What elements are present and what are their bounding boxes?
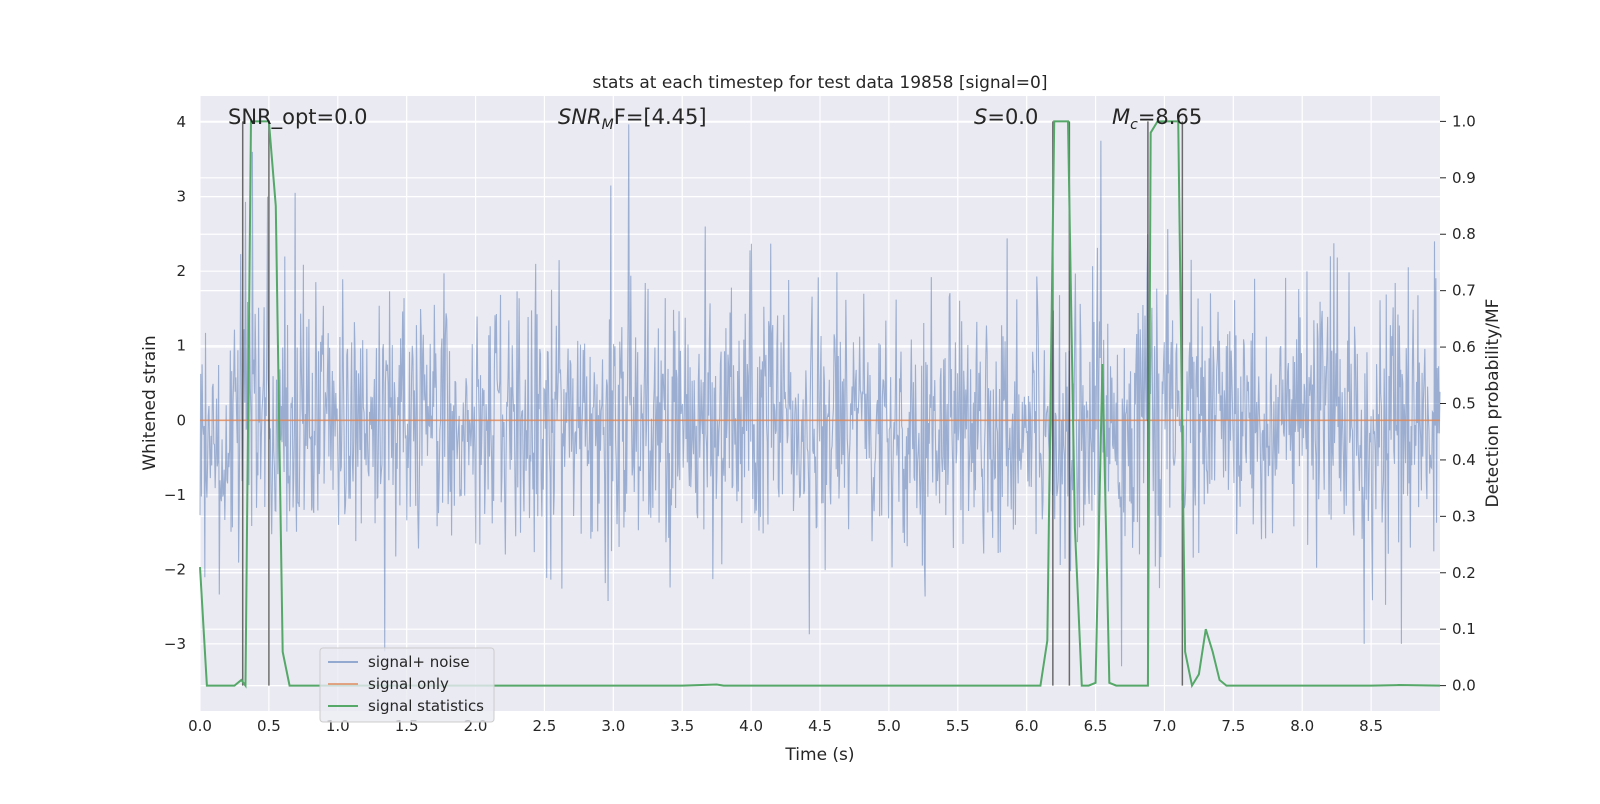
x-tick-label: 6.0 bbox=[1015, 717, 1039, 735]
snr-mf-sub: M bbox=[602, 117, 614, 133]
x-tick-label: 7.5 bbox=[1221, 717, 1245, 735]
x-tick-label: 3.0 bbox=[601, 717, 625, 735]
snr-mf-prefix: SNR bbox=[558, 105, 602, 129]
x-tick-label: 8.5 bbox=[1359, 717, 1383, 735]
y-left-axis-label: Whitened strain bbox=[140, 335, 160, 470]
s-value: =0.0 bbox=[987, 105, 1038, 129]
y-right-axis-label: Detection probability/MF bbox=[1483, 299, 1503, 508]
y-left-axis-ticks: 4 3 2 1 0 −1 −2 −3 bbox=[164, 113, 186, 653]
y-right-tick-label: 0.5 bbox=[1452, 395, 1476, 413]
x-tick-label: 0.5 bbox=[257, 717, 281, 735]
x-tick-label: 4.5 bbox=[808, 717, 832, 735]
mc-value: =8.65 bbox=[1138, 105, 1202, 129]
y-left-tick-label: 1 bbox=[176, 337, 186, 355]
y-left-tick-label: 2 bbox=[176, 262, 186, 280]
y-left-tick-label: 3 bbox=[176, 188, 186, 206]
y-left-tick-label: −2 bbox=[164, 560, 186, 578]
mc-label: M bbox=[1112, 105, 1130, 129]
x-tick-label: 6.5 bbox=[1084, 717, 1108, 735]
x-tick-label: 5.0 bbox=[877, 717, 901, 735]
x-axis-label: Time (s) bbox=[784, 745, 854, 765]
y-right-tick-label: 1.0 bbox=[1452, 112, 1476, 130]
x-tick-label: 4.0 bbox=[739, 717, 763, 735]
legend-label-signal-statistics: signal statistics bbox=[368, 697, 484, 715]
y-right-axis-ticks: 1.0 0.9 0.8 0.7 0.6 0.5 0.4 0.3 0.2 0.1 0.0 bbox=[1440, 112, 1476, 695]
y-right-tick-label: 0.8 bbox=[1452, 225, 1476, 243]
x-tick-label: 0.0 bbox=[188, 717, 212, 735]
mc-sub: c bbox=[1130, 117, 1138, 133]
legend-label-signal-only: signal only bbox=[368, 675, 449, 693]
y-right-tick-label: 0.4 bbox=[1452, 451, 1476, 469]
y-right-tick-label: 0.3 bbox=[1452, 507, 1476, 525]
s-label: S bbox=[974, 105, 987, 129]
y-right-tick-label: 0.7 bbox=[1452, 282, 1476, 300]
y-right-tick-label: 0.9 bbox=[1452, 169, 1476, 187]
legend: signal+ noise signal only signal statist… bbox=[319, 647, 495, 723]
x-tick-label: 7.0 bbox=[1153, 717, 1177, 735]
y-left-tick-label: −1 bbox=[164, 486, 186, 504]
y-left-tick-label: −3 bbox=[164, 635, 186, 653]
mc-annotation: Mc=8.65 bbox=[1112, 105, 1202, 133]
chart-title: stats at each timestep for test data 198… bbox=[593, 73, 1048, 93]
y-left-tick-label: 4 bbox=[176, 113, 186, 131]
snr-opt-annotation: SNR_opt=0.0 bbox=[228, 105, 368, 130]
y-left-tick-label: 0 bbox=[176, 411, 186, 429]
series-signal-statistics bbox=[199, 120, 1441, 689]
y-right-tick-label: 0.6 bbox=[1452, 338, 1476, 356]
snr-mf-annotation: SNRMF=[4.45] bbox=[558, 105, 707, 133]
y-right-tick-label: 0.2 bbox=[1452, 564, 1476, 582]
snr-mf-suffix: F=[4.45] bbox=[614, 105, 707, 129]
y-right-tick-label: 0.0 bbox=[1452, 677, 1476, 695]
x-tick-label: 5.5 bbox=[946, 717, 970, 735]
x-tick-label: 8.0 bbox=[1290, 717, 1314, 735]
x-tick-label: 2.5 bbox=[533, 717, 557, 735]
s-annotation: S=0.0 bbox=[974, 105, 1038, 129]
legend-box bbox=[319, 647, 495, 723]
series-signal-noise bbox=[199, 124, 1441, 667]
y-right-tick-label: 0.1 bbox=[1452, 620, 1476, 638]
signal-statistics-line bbox=[199, 120, 1441, 689]
legend-label-signal-noise: signal+ noise bbox=[368, 653, 470, 671]
signal-noise-line bbox=[199, 124, 1441, 667]
x-tick-label: 3.5 bbox=[670, 717, 694, 735]
